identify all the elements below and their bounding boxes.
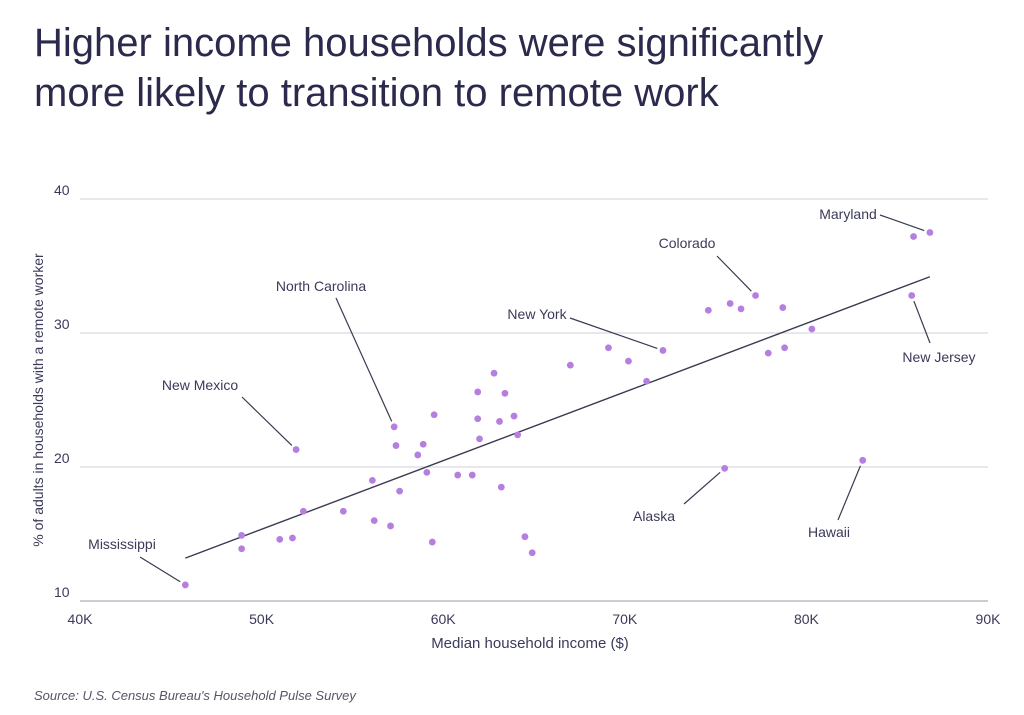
data-point-colorado (752, 292, 759, 299)
data-point (625, 357, 632, 365)
data-point (704, 306, 712, 314)
source-note: Source: U.S. Census Bureau's Household P… (34, 688, 356, 703)
data-point (370, 517, 378, 524)
x-tick-label: 60K (431, 611, 457, 627)
data-point (428, 538, 436, 546)
data-point (368, 477, 376, 484)
data-point-new-mexico (292, 446, 300, 453)
data-point (779, 304, 787, 311)
data-point (276, 535, 284, 543)
data-point (423, 468, 431, 476)
data-points (181, 229, 934, 589)
data-point-maryland (926, 229, 934, 236)
data-point-north-carolina (390, 423, 398, 431)
x-tick-label: 40K (68, 611, 94, 627)
source-label: Source: (34, 688, 79, 703)
data-point (605, 344, 612, 352)
annotation-maryland: Maryland (819, 206, 877, 222)
data-point (521, 533, 529, 541)
y-tick-label: 30 (54, 316, 70, 332)
chart-title-line-2: more likely to transition to remote work (34, 71, 719, 115)
trend-layer (185, 276, 931, 559)
annotation-leaders (139, 214, 931, 583)
leader-new-mexico (241, 396, 293, 446)
data-point-hawaii (859, 456, 867, 464)
leader-hawaii (837, 465, 861, 521)
x-tick-label: 50K (249, 611, 275, 627)
annotation-hawaii: Hawaii (808, 524, 850, 540)
data-point (764, 349, 772, 357)
x-tick-label: 70K (612, 611, 638, 627)
data-point-mississippi (181, 581, 189, 589)
data-point-alaska (721, 464, 729, 472)
data-point (497, 483, 505, 491)
annotation-colorado: Colorado (659, 235, 716, 251)
data-point (430, 411, 438, 419)
data-point (496, 418, 503, 425)
gridlines (80, 198, 988, 602)
data-point (510, 412, 518, 420)
data-point (474, 388, 482, 396)
annotation-labels: Mississippi New Mexico North Carolina New Y… (88, 206, 975, 552)
axis-ticks: 10 20 30 40 40K 50K 60K 70K 80K 90K (54, 182, 1001, 627)
data-point (808, 325, 816, 333)
data-point (392, 442, 400, 449)
data-point (514, 431, 522, 439)
data-point (910, 233, 917, 240)
data-point (339, 507, 347, 515)
leader-new-jersey (913, 300, 931, 344)
data-point (387, 522, 394, 530)
chart-title: Higher income households were significan… (34, 18, 994, 118)
leader-maryland (879, 214, 925, 232)
data-point (238, 531, 246, 539)
y-tick-label: 10 (54, 584, 70, 600)
x-axis-label: Median household income ($) (431, 635, 629, 652)
trend-line (185, 276, 931, 559)
leader-mississippi (139, 556, 181, 583)
leader-north-carolina (335, 297, 393, 422)
data-point (414, 451, 422, 459)
data-point (454, 471, 462, 479)
data-point (528, 549, 536, 557)
leader-alaska (683, 471, 721, 505)
leader-new-york (569, 317, 658, 350)
data-point (476, 435, 483, 443)
data-point (726, 300, 734, 307)
annotation-new-york: New York (507, 306, 567, 322)
y-axis-label: % of adults in households with a remote … (30, 253, 46, 547)
data-point (501, 389, 509, 397)
source-text: U.S. Census Bureau's Household Pulse Sur… (82, 688, 356, 703)
data-point (289, 534, 296, 542)
data-point-new-york (659, 347, 667, 354)
annotation-new-mexico: New Mexico (162, 377, 238, 393)
annotation-mississippi: Mississippi (88, 536, 156, 552)
data-point (643, 377, 650, 385)
chart-title-line-1: Higher income households were significan… (34, 21, 824, 65)
data-point (299, 507, 307, 515)
x-tick-label: 80K (794, 611, 820, 627)
scatter-chart: 10 20 30 40 40K 50K 60K 70K 80K 90K Mississippi Ne… (30, 182, 1001, 652)
data-point-new-jersey (908, 292, 916, 299)
x-tick-label: 90K (976, 611, 1002, 627)
leader-colorado (716, 255, 752, 292)
data-point (737, 305, 745, 313)
annotation-alaska: Alaska (633, 508, 675, 524)
data-point (468, 471, 476, 479)
y-tick-label: 40 (54, 182, 70, 198)
data-point (419, 440, 427, 448)
y-tick-label: 20 (54, 450, 70, 466)
data-point (238, 545, 246, 553)
data-point (474, 415, 482, 423)
data-point (566, 361, 574, 369)
annotation-new-jersey: New Jersey (902, 349, 975, 365)
data-point (396, 487, 404, 495)
annotation-north-carolina: North Carolina (276, 278, 366, 294)
data-point (490, 369, 498, 377)
data-point (781, 344, 789, 352)
